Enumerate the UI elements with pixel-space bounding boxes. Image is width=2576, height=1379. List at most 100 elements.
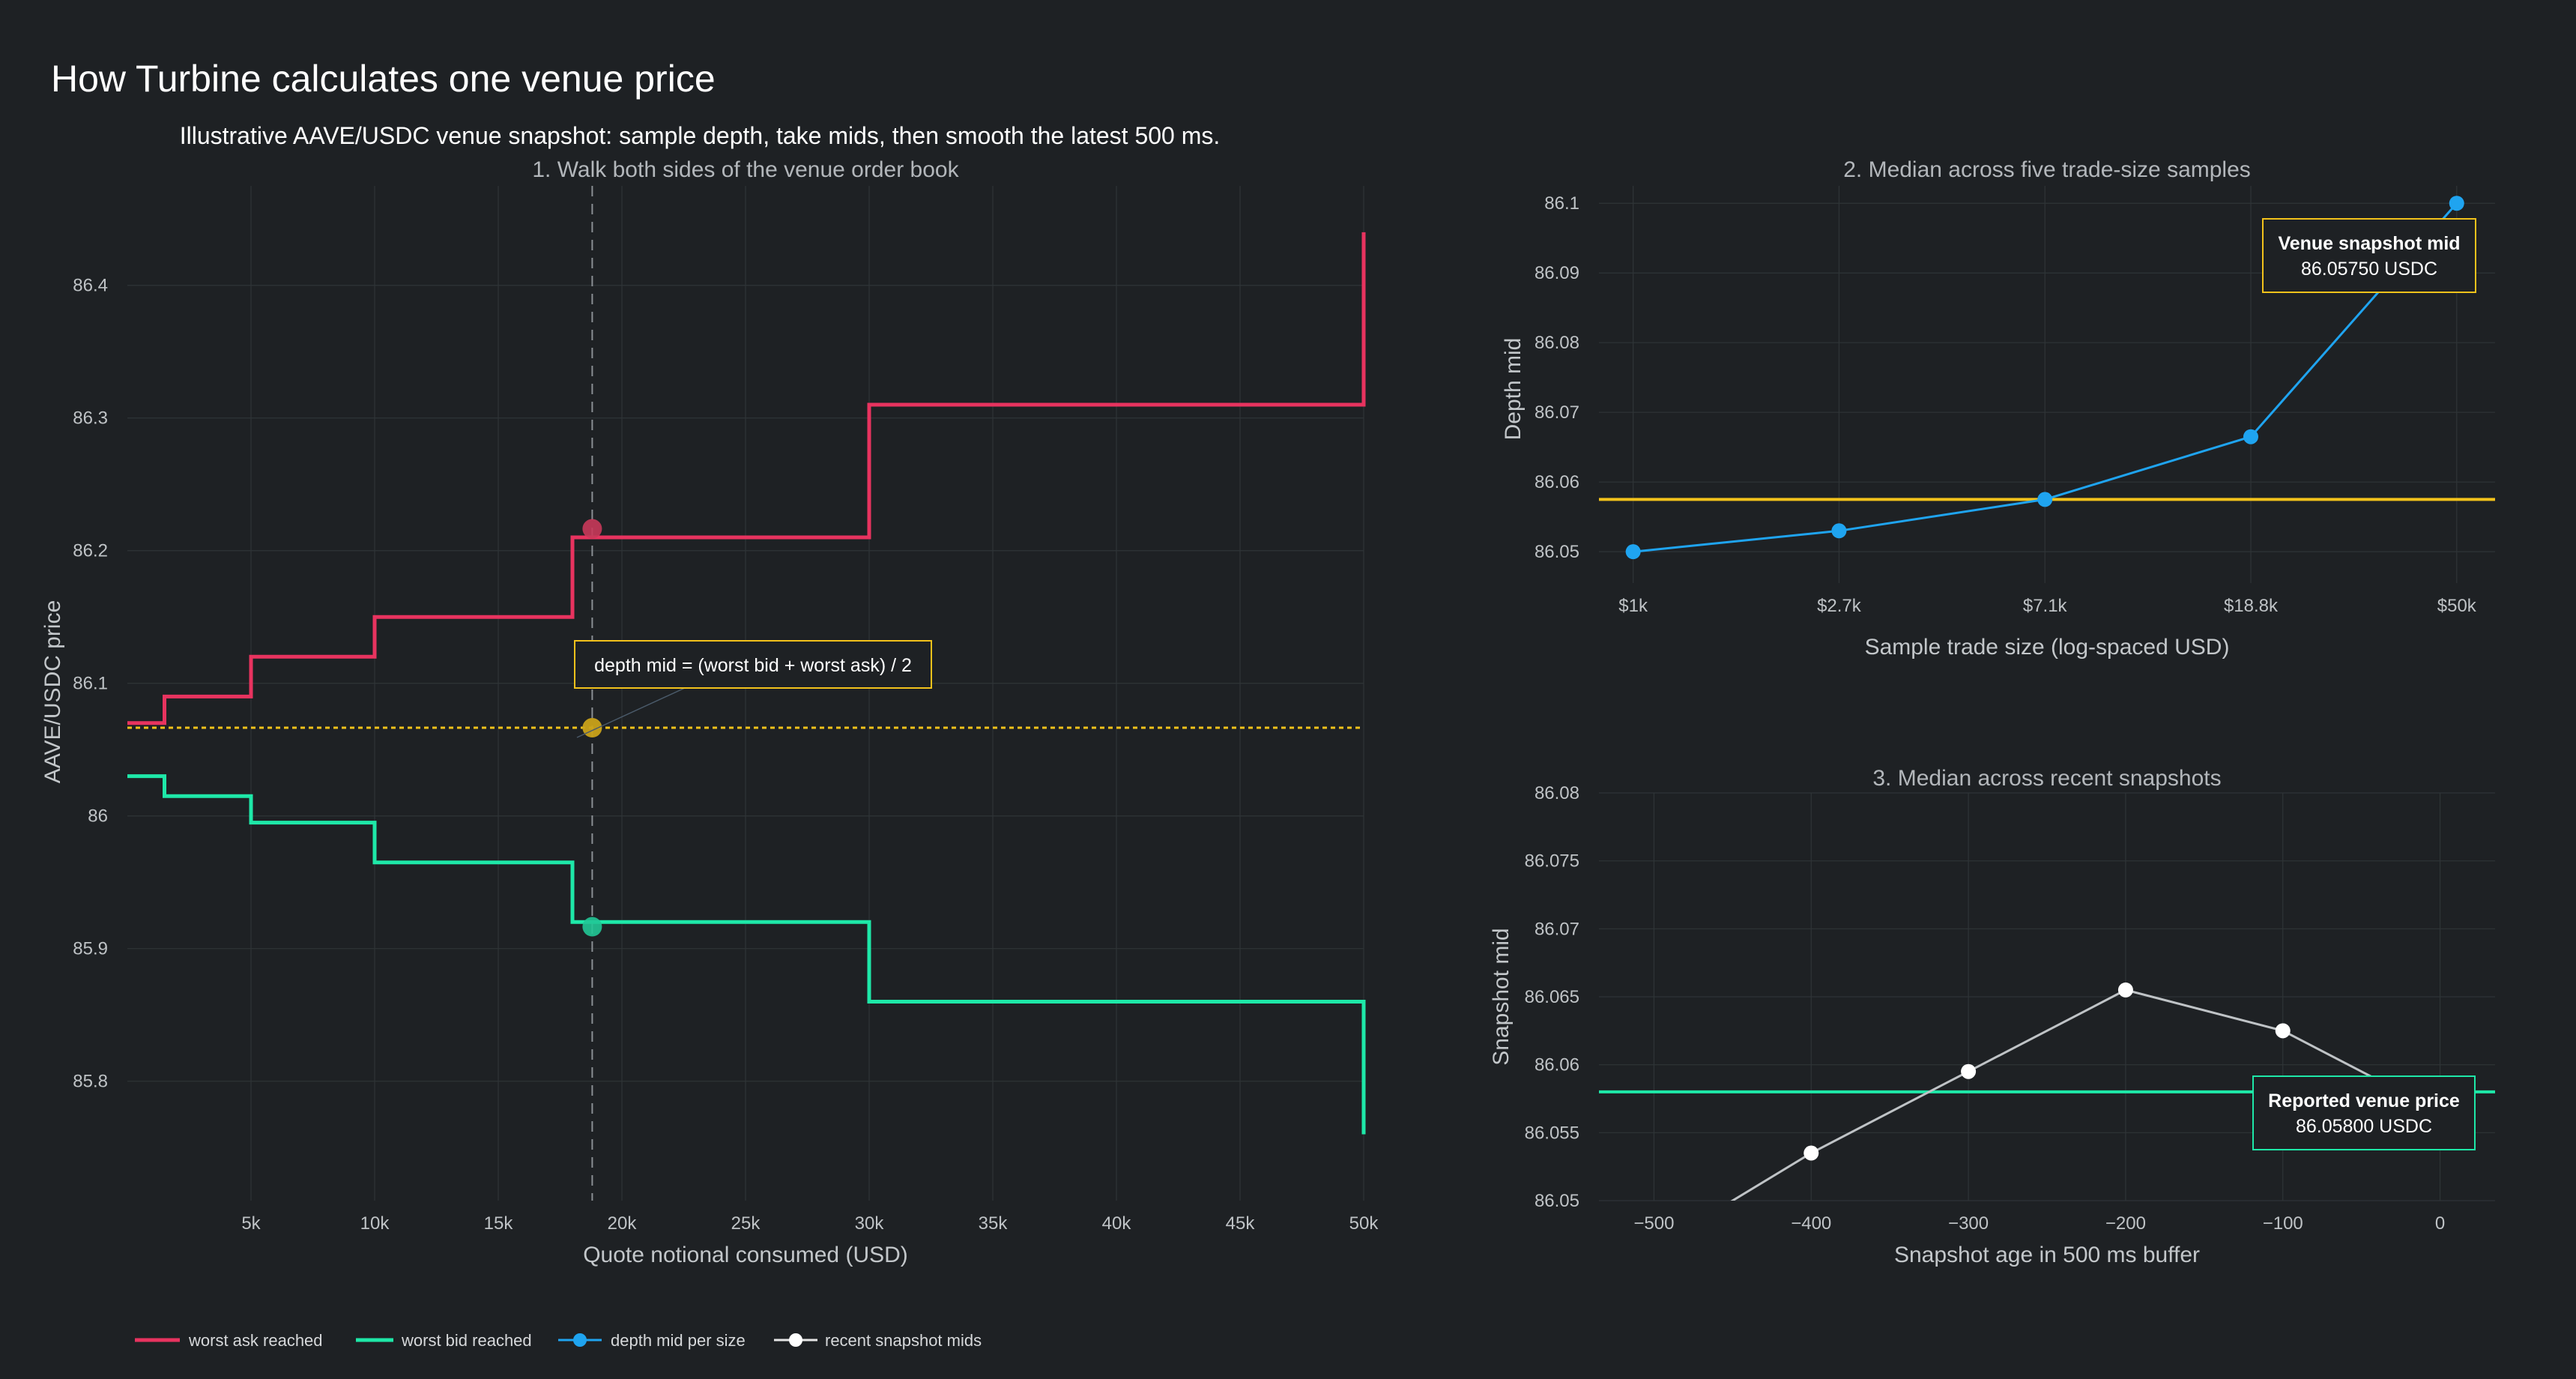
sampled-bid-point: [582, 917, 602, 937]
panel-size-median-title: 2. Median across five trade-size samples: [1843, 157, 2251, 182]
panel-snapshot-median-y-title: Snapshot mid: [1489, 928, 1514, 1065]
panel-snapshot-median-x-title: Snapshot age in 500 ms buffer: [1894, 1243, 2200, 1267]
y-tick-label: 86.08: [1535, 783, 1579, 803]
snapshot-point: [2275, 1023, 2291, 1039]
venue-snapshot-mid-label: Venue snapshot mid: [2278, 233, 2460, 254]
panel-size-median-ticks: $1k $2.7k $7.1k $18.8k $50k 86.05 86.06 86.07 86…: [1535, 193, 2477, 616]
y-tick-label: 86.4: [73, 276, 108, 296]
x-tick-label: 5k: [241, 1213, 261, 1234]
legend-depth-marker: [573, 1333, 587, 1347]
legend: worst ask reached worst bid reached dept…: [135, 1331, 982, 1350]
snapshot-point: [1961, 1063, 1977, 1079]
y-tick-label: 86.06: [1535, 1055, 1579, 1075]
reported-venue-price-box: [2252, 1075, 2476, 1150]
y-tick-label: 86.075: [1525, 851, 1579, 872]
snapshot-series-line: [1730, 989, 2441, 1201]
y-tick-label: 86.05: [1535, 1191, 1579, 1211]
panel-order-book-marks: [127, 186, 1366, 1201]
x-tick-label: −200: [2105, 1213, 2146, 1234]
depth-mid-point: [2449, 196, 2464, 211]
x-tick-label: 35k: [979, 1213, 1009, 1234]
x-tick-label: −300: [1948, 1213, 1989, 1234]
x-tick-label: 0: [2435, 1213, 2445, 1234]
y-tick-label: 85.9: [73, 939, 108, 959]
legend-snapshot-label: recent snapshot mids: [825, 1331, 982, 1350]
snapshot-point: [1803, 1145, 1819, 1161]
y-tick-label: 86.1: [73, 674, 108, 694]
x-tick-label: $50k: [2437, 596, 2477, 616]
x-tick-label: $2.7k: [1817, 596, 1862, 616]
depth-mid-point: [2243, 429, 2258, 444]
snapshot-point: [2117, 982, 2133, 998]
depth-mid-point: [2037, 492, 2053, 507]
depth-mid-annotation-text: depth mid = (worst bid + worst ask) / 2: [594, 655, 912, 676]
panel-order-book-y-title: AAVE/USDC price: [40, 600, 65, 784]
panel-order-book: 1. Walk both sides of the venue order bo…: [40, 157, 1379, 1267]
legend-item-bid[interactable]: worst bid reached: [356, 1331, 532, 1350]
panel-snapshot-median-ticks: −500 −400 −300 −200 −100 0 86.05 86.055 86.06 86.…: [1525, 783, 2446, 1234]
depth-mid-annotation-box: [574, 640, 932, 689]
panel-size-median-grid: [1599, 186, 2495, 583]
panel-snapshot-median-title: 3. Median across recent snapshots: [1872, 766, 2221, 791]
x-tick-label: −500: [1633, 1213, 1674, 1234]
y-tick-label: 86.055: [1525, 1123, 1579, 1143]
x-tick-label: $1k: [1618, 596, 1648, 616]
legend-item-ask[interactable]: worst ask reached: [135, 1331, 323, 1350]
x-tick-label: 25k: [731, 1213, 761, 1234]
x-tick-label: 50k: [1349, 1213, 1379, 1234]
x-tick-label: 45k: [1226, 1213, 1256, 1234]
panel-order-book-title: 1. Walk both sides of the venue order bo…: [532, 157, 959, 182]
x-tick-label: 20k: [608, 1213, 638, 1234]
y-tick-label: 86.065: [1525, 987, 1579, 1007]
panel-size-median-x-title: Sample trade size (log-spaced USD): [1865, 635, 2230, 660]
x-tick-label: 10k: [360, 1213, 390, 1234]
depth-mid-annotation: depth mid = (worst bid + worst ask) / 2: [574, 640, 932, 738]
y-tick-label: 86.3: [73, 408, 108, 429]
panel-size-median-y-title: Depth mid: [1501, 338, 1526, 441]
worst-bid-step-line: [127, 774, 1366, 1135]
legend-depth-label: depth mid per size: [611, 1331, 746, 1350]
y-tick-label: 86: [88, 806, 108, 827]
y-tick-label: 86.09: [1535, 263, 1579, 283]
panel-snapshot-median-grid: [1599, 792, 2495, 1201]
x-tick-label: $7.1k: [2023, 596, 2068, 616]
x-tick-label: −400: [1791, 1213, 1831, 1234]
depth-mid-point: [1831, 523, 1847, 539]
y-tick-label: 86.1: [1544, 193, 1579, 214]
figure-title: How Turbine calculates one venue price: [51, 58, 716, 100]
legend-ask-label: worst ask reached: [188, 1331, 323, 1350]
venue-snapshot-mid-value: 86.05750 USDC: [2301, 259, 2437, 280]
x-tick-label: 15k: [484, 1213, 514, 1234]
legend-item-snapshot[interactable]: recent snapshot mids: [774, 1331, 982, 1350]
y-tick-label: 86.08: [1535, 333, 1579, 353]
sampled-ask-point: [582, 519, 602, 539]
reported-venue-price-label: Reported venue price: [2268, 1090, 2460, 1111]
x-tick-label: 40k: [1102, 1213, 1132, 1234]
y-tick-label: 86.2: [73, 541, 108, 561]
reported-venue-price-annotation: Reported venue price 86.05800 USDC: [2252, 1075, 2476, 1150]
panel-size-median-marks: [1599, 196, 2495, 560]
y-tick-label: 86.07: [1535, 919, 1579, 939]
legend-item-depth[interactable]: depth mid per size: [558, 1331, 746, 1350]
y-tick-label: 86.07: [1535, 402, 1579, 423]
legend-snapshot-marker: [789, 1333, 802, 1347]
legend-bid-label: worst bid reached: [401, 1331, 532, 1350]
figure-subtitle: Illustrative AAVE/USDC venue snapshot: s…: [180, 122, 1221, 149]
y-tick-label: 85.8: [73, 1072, 108, 1092]
panel-order-book-x-title: Quote notional consumed (USD): [583, 1243, 908, 1267]
x-tick-label: −100: [2263, 1213, 2303, 1234]
panel-order-book-ticks: 5k 10k 15k 20k 25k 30k 35k 40k 45k 50k 85.8 85.9 86 8…: [73, 276, 1379, 1234]
reported-venue-price-value: 86.05800 USDC: [2296, 1116, 2432, 1137]
y-tick-label: 86.05: [1535, 542, 1579, 562]
worst-ask-step-line: [127, 232, 1366, 725]
depth-mid-point: [1625, 544, 1641, 560]
x-tick-label: $18.8k: [2224, 596, 2279, 616]
venue-snapshot-mid-annotation: Venue snapshot mid 86.05750 USDC: [2262, 218, 2476, 293]
x-tick-label: 30k: [855, 1213, 885, 1234]
panel-size-median: 2. Median across five trade-size samples…: [1501, 157, 2495, 660]
panel-snapshot-median: 3. Median across recent snapshots −500 −4…: [1489, 766, 2495, 1267]
y-tick-label: 86.06: [1535, 472, 1579, 492]
venue-snapshot-mid-box: [2262, 218, 2476, 293]
